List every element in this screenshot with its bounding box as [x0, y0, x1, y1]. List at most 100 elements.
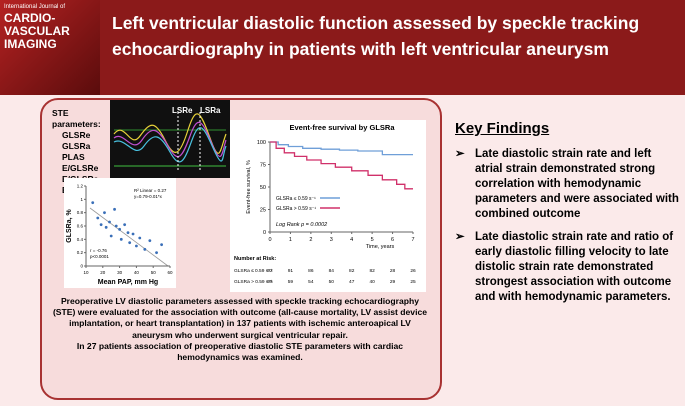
- x-axis-label: Time, years: [366, 244, 395, 250]
- title: Left ventricular diastolic function asse…: [112, 13, 640, 59]
- findings-title: Key Findings: [455, 120, 550, 137]
- legend-label: GLSRa > 0.59 s⁻¹: [276, 206, 316, 212]
- y-tick-label: 75: [260, 163, 266, 169]
- risk-count: 86: [308, 268, 314, 274]
- scatter-background: [64, 178, 176, 288]
- finding: Late diastolic strain rate and left atri…: [455, 147, 680, 222]
- echo-trace: [113, 121, 227, 158]
- risk-count: 29: [390, 279, 396, 285]
- y-tick-label: 0.2: [77, 250, 84, 255]
- chart-title: Event-free survival by GLSRa: [289, 123, 395, 132]
- x-tick-label: 10: [83, 270, 89, 275]
- x-tick-label: 0: [268, 237, 271, 243]
- annotation: Log Rank p = 0.0002: [276, 222, 327, 228]
- fit-line: [89, 207, 169, 267]
- x-tick-label: 4: [350, 237, 353, 243]
- risk-label: GLSRa ≤ 0.59 s⁻¹: [234, 268, 273, 274]
- annotation: R² Linear = 0.27: [134, 188, 167, 193]
- x-tick-label: 50: [151, 270, 157, 275]
- point: [91, 201, 95, 205]
- risk-count: 25: [410, 279, 416, 285]
- point: [103, 211, 106, 215]
- point: [138, 236, 142, 240]
- point: [99, 223, 103, 227]
- risk-count: 47: [349, 279, 355, 285]
- risk-count: 28: [390, 268, 396, 274]
- point: [123, 223, 127, 227]
- y-tick-label: 0: [80, 264, 83, 269]
- journal-name: CARDIO-: [4, 11, 56, 25]
- risk-count: 91: [288, 268, 294, 274]
- risk-count: 82: [349, 268, 355, 274]
- y-tick-label: 0: [263, 230, 266, 236]
- header-band: International Journal of CARDIO- VASCULA…: [0, 0, 685, 95]
- point: [143, 247, 147, 251]
- y-tick-label: 100: [257, 140, 266, 146]
- point: [104, 225, 108, 229]
- x-tick-label: 20: [100, 270, 106, 275]
- survival-curve: [270, 141, 413, 156]
- survival-curve: [270, 141, 413, 190]
- y-tick-label: 50: [260, 185, 266, 191]
- finding: Late diastolic strain rate and ratio of …: [455, 230, 680, 305]
- ste-item: GLSRe: [62, 130, 91, 140]
- point: [114, 224, 118, 228]
- point: [131, 232, 135, 236]
- y-tick-label: 0.8: [77, 210, 84, 215]
- risk-count: 50: [329, 279, 335, 285]
- ste-item: PLAS: [62, 152, 85, 162]
- point: [108, 220, 111, 224]
- risk-count: 82: [369, 268, 375, 274]
- x-axis-label: Mean PAP, mm Hg: [98, 279, 158, 286]
- description-paragraph: In 27 patients association of preoperati…: [76, 340, 404, 363]
- point: [135, 244, 138, 248]
- risk-count: 26: [410, 268, 416, 274]
- y-axis-label: Event-free survival, %: [246, 160, 252, 214]
- journal-name: VASCULAR: [4, 24, 70, 38]
- x-tick-label: 1: [289, 237, 292, 243]
- point: [119, 237, 123, 241]
- x-tick-label: 7: [411, 237, 414, 243]
- annotation: p<0.0001: [90, 254, 109, 259]
- point: [160, 243, 163, 247]
- echo-label: LSRa: [200, 106, 221, 115]
- risk-count: 95: [267, 279, 273, 285]
- ste-heading: STE parameters:: [52, 108, 101, 129]
- risk-count: 59: [288, 279, 294, 285]
- annotation: r = -0.76: [90, 248, 107, 253]
- point: [155, 251, 158, 255]
- echo-trace: [113, 127, 227, 163]
- risk-count: 54: [308, 279, 314, 285]
- legend-label: GLSRa ≤ 0.59 s⁻¹: [276, 196, 316, 202]
- point: [109, 234, 113, 238]
- description-paragraph: Preoperative LV diastolic parameters ass…: [52, 296, 428, 340]
- key-findings: Key Findings Late diastolic strain rate …: [455, 120, 680, 313]
- point: [126, 231, 130, 235]
- risk-label: GLSRa > 0.59 s⁻¹: [234, 279, 273, 285]
- x-tick-label: 2: [309, 237, 312, 243]
- y-tick-label: 1: [80, 197, 83, 202]
- point: [113, 207, 116, 211]
- description: Preoperative LV diastolic parameters ass…: [50, 296, 430, 363]
- echo-image: LSRe LSRa: [110, 100, 230, 178]
- ste-item: E/GLSRe: [62, 163, 99, 173]
- point: [96, 216, 100, 220]
- y-tick-label: 0.4: [77, 237, 84, 242]
- risk-count: 40: [369, 279, 375, 285]
- annotation: y=0.79-0.01*x: [134, 194, 163, 199]
- risk-title: Number at Risk:: [234, 256, 276, 262]
- scatter-chart: 10 20 30 40 50 60 0 0.2 0.4 0.6 0.8 1 1.2 Mean PAP, m…: [64, 178, 176, 288]
- point: [148, 239, 152, 243]
- x-tick-label: 5: [371, 237, 374, 243]
- x-tick-label: 40: [134, 270, 140, 275]
- point: [118, 227, 121, 231]
- findings-list: Late diastolic strain rate and left atri…: [455, 147, 680, 305]
- ste-item: GLSRa: [62, 141, 91, 151]
- journal-name: IMAGING: [4, 37, 57, 51]
- risk-count: 84: [329, 268, 335, 274]
- risk-count: 92: [267, 268, 273, 274]
- x-tick-label: 30: [117, 270, 123, 275]
- y-tick-label: 1.2: [77, 184, 84, 189]
